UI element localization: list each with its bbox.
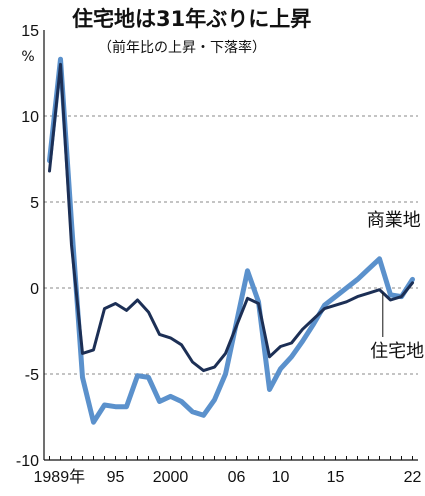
y-tick-label: 10 <box>21 109 39 126</box>
series-line-commercial <box>47 56 415 425</box>
chart-title: 住宅地は31年ぶりに上昇 <box>72 7 311 31</box>
x-tick-label: 1989年 <box>34 468 86 486</box>
x-tick-label: 22 <box>404 469 422 486</box>
x-tick-label: 2000 <box>153 469 189 486</box>
x-tick-label: 10 <box>272 469 290 486</box>
chart-subtitle: （前年比の上昇・下落率） <box>98 39 266 56</box>
series-label-residential: 住宅地 <box>370 341 424 362</box>
series-label-commercial: 商業地 <box>367 210 421 231</box>
series-layer <box>47 56 415 425</box>
grid-layer <box>44 115 418 375</box>
x-tick-label: 15 <box>327 469 345 486</box>
series-line-residential <box>48 62 414 373</box>
y-tick-label: 0 <box>30 281 39 298</box>
y-tick-label: 15 <box>21 23 39 40</box>
y-tick-label: -5 <box>25 367 39 384</box>
x-tick-label: 06 <box>228 469 246 486</box>
y-tick-label: 5 <box>30 195 39 212</box>
y-tick-label: -10 <box>16 453 39 470</box>
x-tick-label: 95 <box>107 469 125 486</box>
y-unit-label: % <box>21 49 34 65</box>
